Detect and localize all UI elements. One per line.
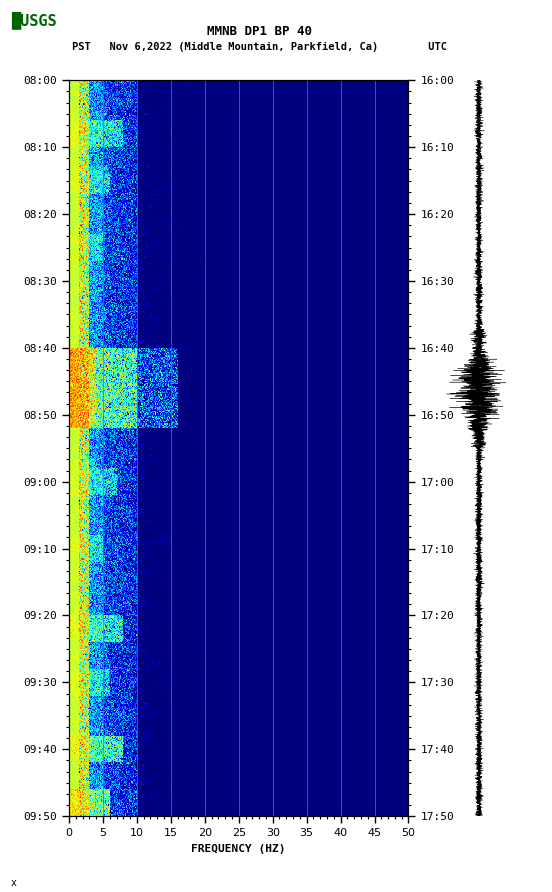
X-axis label: FREQUENCY (HZ): FREQUENCY (HZ) [192,844,286,854]
Text: x: x [11,878,17,888]
Text: PST   Nov 6,2022 (Middle Mountain, Parkfield, Ca)        UTC: PST Nov 6,2022 (Middle Mountain, Parkfie… [72,42,447,53]
Text: █USGS: █USGS [11,11,57,29]
Text: MMNB DP1 BP 40: MMNB DP1 BP 40 [207,25,312,37]
